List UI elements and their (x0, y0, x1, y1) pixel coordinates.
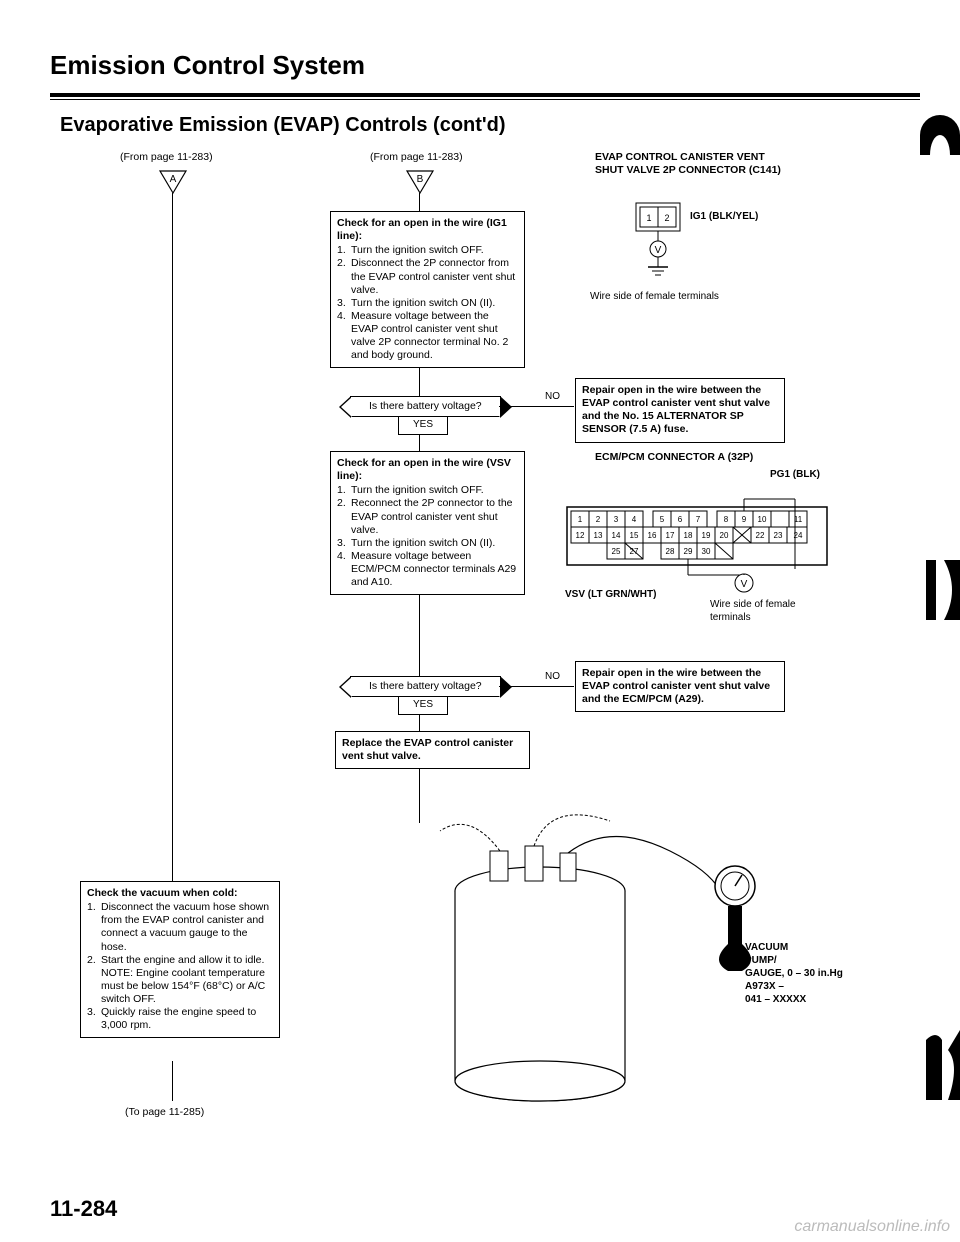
side-mark-top (920, 115, 960, 160)
page-title: Emission Control System (50, 50, 920, 81)
svg-text:18: 18 (684, 531, 693, 540)
svg-text:7: 7 (696, 515, 701, 524)
svg-text:1: 1 (646, 213, 651, 223)
svg-text:17: 17 (666, 531, 675, 540)
triangle-b: B (405, 169, 435, 195)
conn-32p-wireside: Wire side of female terminals (710, 599, 820, 624)
svg-text:13: 13 (594, 531, 603, 540)
svg-text:1: 1 (578, 515, 583, 524)
box-repair-2: Repair open in the wire between the EVAP… (575, 661, 785, 712)
conn-32p-diagram: 1234 567 891011 121314151617181920222324… (565, 491, 835, 605)
rule-thin (50, 99, 920, 100)
svg-text:25: 25 (612, 547, 621, 556)
gauge-label: VACUUM PUMP/ GAUGE, 0 – 30 in.Hg A973X –… (745, 941, 843, 1006)
no-line-1 (499, 406, 574, 407)
canister-illustration (410, 791, 790, 1125)
to-page: (To page 11-285) (125, 1106, 204, 1119)
svg-text:30: 30 (702, 547, 711, 556)
box-check-vsv-title: Check for an open in the wire (VSV line)… (337, 457, 518, 483)
svg-text:29: 29 (684, 547, 693, 556)
triangle-a: A (158, 169, 188, 195)
svg-text:2: 2 (596, 515, 601, 524)
svg-text:8: 8 (724, 515, 729, 524)
box-check-ig1: Check for an open in the wire (IG1 line)… (330, 211, 525, 368)
side-mark-bot (926, 1030, 960, 1105)
svg-text:B: B (417, 174, 424, 185)
svg-text:15: 15 (630, 531, 639, 540)
decision-2: Is there battery voltage? (350, 676, 501, 697)
decision-1: Is there battery voltage? (350, 396, 501, 417)
box-check-ig1-title: Check for an open in the wire (IG1 line)… (337, 217, 518, 243)
flow-line-a (172, 193, 173, 881)
svg-text:10: 10 (758, 515, 767, 524)
yes-2: YES (398, 697, 448, 715)
svg-text:23: 23 (774, 531, 783, 540)
svg-text:22: 22 (756, 531, 765, 540)
conn-2p-title: EVAP CONTROL CANISTER VENT SHUT VALVE 2P… (595, 151, 785, 176)
page-number: 11-284 (50, 1196, 117, 1222)
svg-text:A: A (170, 174, 177, 185)
box-check-ig1-steps: 1.Turn the ignition switch OFF. 2.Discon… (337, 244, 518, 362)
section-title: Evaporative Emission (EVAP) Controls (co… (60, 114, 920, 137)
no-label-1: NO (545, 391, 560, 404)
svg-text:4: 4 (632, 515, 637, 524)
flow-line-to-page (172, 1061, 173, 1101)
conn-2p-pin-label: IG1 (BLK/YEL) (690, 211, 758, 224)
svg-text:14: 14 (612, 531, 621, 540)
svg-text:16: 16 (648, 531, 657, 540)
box-vacuum: Check the vacuum when cold: 1.Disconnect… (80, 881, 280, 1038)
box-replace: Replace the EVAP control canister vent s… (335, 731, 530, 769)
from-page-b: (From page 11-283) (370, 151, 463, 164)
watermark: carmanualsonline.info (794, 1218, 950, 1236)
no-label-2: NO (545, 671, 560, 684)
content-area: (From page 11-283) (From page 11-283) A … (50, 151, 920, 1151)
svg-text:5: 5 (660, 515, 665, 524)
side-mark-mid (926, 560, 960, 625)
svg-text:28: 28 (666, 547, 675, 556)
svg-text:9: 9 (742, 515, 747, 524)
box-repair-1: Repair open in the wire between the EVAP… (575, 378, 785, 443)
svg-text:20: 20 (720, 531, 729, 540)
box-vacuum-steps: 1.Disconnect the vacuum hose shown from … (87, 901, 273, 1032)
conn-32p-title: ECM/PCM CONNECTOR A (32P) (595, 451, 753, 464)
box-vacuum-title: Check the vacuum when cold: (87, 887, 273, 900)
svg-text:3: 3 (614, 515, 619, 524)
svg-text:2: 2 (664, 213, 669, 223)
yes-1: YES (398, 417, 448, 435)
svg-text:19: 19 (702, 531, 711, 540)
box-check-vsv: Check for an open in the wire (VSV line)… (330, 451, 525, 595)
conn-32p-vsv: VSV (LT GRN/WHT) (565, 589, 656, 602)
svg-text:6: 6 (678, 515, 683, 524)
no-line-2 (499, 686, 574, 687)
box-check-vsv-steps: 1.Turn the ignition switch OFF. 2.Reconn… (337, 484, 518, 589)
from-page-a: (From page 11-283) (120, 151, 213, 164)
svg-text:12: 12 (576, 531, 585, 540)
conn-32p-pg1: PG1 (BLK) (770, 469, 820, 482)
svg-text:V: V (655, 245, 662, 256)
rule-thick (50, 93, 920, 97)
conn-2p-wireside: Wire side of female terminals (590, 291, 719, 304)
svg-text:V: V (741, 579, 748, 590)
